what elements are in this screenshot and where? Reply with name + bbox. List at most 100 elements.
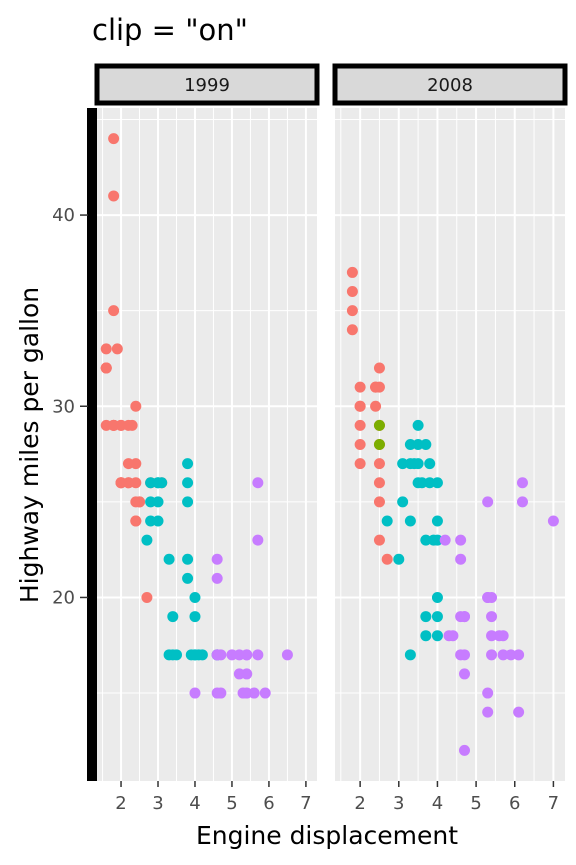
scatter-point: [458, 668, 470, 680]
scatter-point: [196, 649, 208, 661]
scatter-point: [486, 649, 498, 661]
x-axis: 2 3 4 5 6 7 2 3 4 5 6 7: [115, 781, 559, 814]
chart-title: clip = "on": [92, 13, 248, 47]
scatter-point: [486, 591, 498, 603]
scatter-point: [211, 572, 223, 584]
scatter-point: [354, 458, 366, 470]
scatter-point: [215, 687, 227, 699]
scatter-point: [354, 419, 366, 431]
scatter-point: [252, 649, 264, 661]
scatter-point: [167, 611, 179, 623]
scatter-point: [486, 611, 498, 623]
scatter-point: [486, 630, 498, 642]
scatter-point: [281, 649, 293, 661]
scatter-point: [156, 477, 168, 489]
scatter-point: [182, 496, 194, 508]
scatter-point: [189, 687, 201, 699]
scatter-point: [373, 477, 385, 489]
scatter-point: [373, 496, 385, 508]
scatter-point: [354, 439, 366, 450]
scatter-point: [420, 611, 432, 623]
y-tick-label: 40: [52, 205, 75, 226]
scatter-point: [189, 591, 201, 603]
scatter-point: [516, 477, 528, 489]
scatter-point: [170, 649, 182, 661]
scatter-point: [126, 419, 138, 431]
y-axis-title: Highway miles per gallon: [15, 287, 44, 603]
panel-background: [335, 108, 565, 781]
scatter-point: [455, 553, 467, 565]
scatter-point: [420, 630, 432, 642]
scatter-point: [443, 630, 455, 642]
scatter-point: [346, 266, 358, 278]
scatter-point: [424, 477, 436, 489]
x-tick-label: 3: [152, 793, 163, 814]
x-tick-label: 4: [189, 793, 200, 814]
scatter-point: [141, 534, 153, 546]
scatter-point: [248, 687, 260, 699]
scatter-point: [412, 419, 424, 431]
scatter-point: [152, 515, 164, 527]
facet-strip: [94, 63, 320, 106]
scatter-point: [397, 458, 409, 470]
scatter-point: [182, 553, 194, 565]
scatter-point: [100, 343, 112, 355]
x-tick-label: 5: [470, 793, 481, 814]
scatter-point: [505, 649, 517, 661]
x-tick-label: 2: [354, 793, 365, 814]
scatter-point: [513, 706, 525, 718]
scatter-point: [497, 630, 509, 642]
scatter-point: [431, 630, 443, 642]
scatter-point: [122, 458, 134, 470]
scatter-point: [416, 477, 428, 489]
scatter-point: [482, 706, 494, 718]
scatter-point: [130, 515, 142, 527]
x-tick-label: 4: [432, 793, 443, 814]
scatter-point: [412, 439, 424, 450]
scatter-point: [497, 649, 509, 661]
scatter-point: [130, 477, 142, 489]
facet-panel-1999: 1999: [94, 63, 320, 781]
scatter-point: [346, 305, 358, 317]
scatter-point: [111, 343, 123, 355]
x-tick-label: 7: [300, 793, 311, 814]
scatter-point: [241, 649, 253, 661]
scatter-point: [182, 572, 194, 584]
x-tick-label: 2: [115, 793, 126, 814]
scatter-point: [458, 744, 470, 756]
scatter-point: [373, 362, 385, 374]
scatter-point: [439, 534, 451, 546]
scatter-point: [373, 534, 385, 546]
scatter-point: [420, 534, 432, 546]
scatter-point: [130, 496, 142, 508]
scatter-point: [346, 324, 358, 336]
x-tick-label: 5: [226, 793, 237, 814]
facet-panels: 1999 2008: [94, 63, 568, 781]
scatter-point: [115, 477, 127, 489]
scatter-point: [346, 286, 358, 298]
scatter-point: [431, 515, 443, 527]
scatter-point: [381, 553, 393, 565]
panel-background: [97, 108, 317, 781]
y-tick-label: 20: [52, 587, 75, 608]
scatter-point: [431, 611, 443, 623]
scatter-point: [141, 591, 153, 603]
scatter-point: [233, 668, 245, 680]
x-axis-title: Engine displacement: [196, 821, 458, 850]
scatter-point: [420, 439, 432, 450]
x-tick-label: 6: [509, 793, 520, 814]
scatter-point: [189, 611, 201, 623]
facet-strip-label: 2008: [427, 75, 473, 96]
scatter-point: [252, 477, 264, 489]
scatter-point: [182, 477, 194, 489]
scatter-point: [108, 305, 120, 317]
scatter-point: [393, 553, 405, 565]
facet-strip: [332, 63, 568, 106]
scatter-point: [237, 687, 249, 699]
scatter-point: [215, 649, 227, 661]
scatter-point: [108, 133, 120, 145]
x-tick-label: 6: [263, 793, 274, 814]
y-axis: 20 30 40: [52, 108, 97, 781]
scatter-point: [354, 381, 366, 393]
scatter-point: [482, 496, 494, 508]
